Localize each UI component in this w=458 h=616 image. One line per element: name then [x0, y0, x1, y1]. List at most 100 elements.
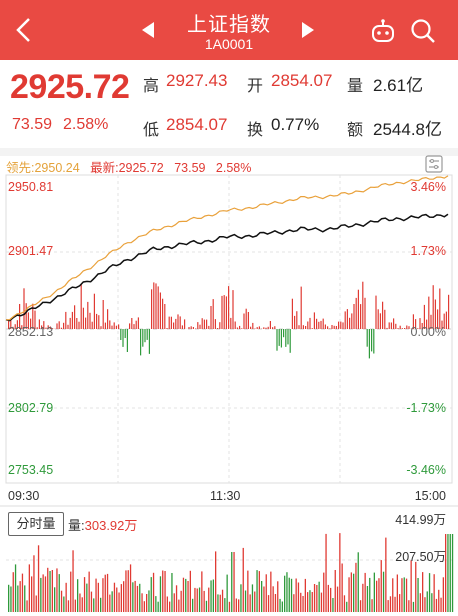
- volume-bar-up: [143, 601, 145, 612]
- momentum-bar-up: [162, 298, 164, 329]
- momentum-bar-down: [368, 329, 370, 359]
- momentum-bar-up: [333, 325, 335, 329]
- open-value: 2854.07: [271, 71, 333, 90]
- volume-bar-up: [422, 572, 424, 612]
- search-icon[interactable]: [409, 17, 437, 45]
- momentum-bar-up: [362, 281, 364, 329]
- momentum-bar-up: [355, 297, 357, 329]
- volume-bar-up: [341, 563, 343, 612]
- price-change-percent: 2.58%: [63, 116, 109, 133]
- robot-assistant-icon[interactable]: [370, 18, 396, 44]
- momentum-bar-up: [43, 321, 45, 329]
- volume-bar-down: [111, 591, 113, 612]
- momentum-bar-up: [340, 321, 342, 329]
- volume-bar-up: [44, 576, 47, 612]
- volume-bar-up: [79, 593, 81, 612]
- volume-bar-down: [428, 573, 431, 612]
- volume-bar-up: [162, 570, 164, 612]
- volume-bar-up: [70, 571, 72, 612]
- chart-settings-icon[interactable]: [425, 155, 443, 173]
- volume-bar-up: [270, 571, 272, 612]
- momentum-bar-up: [404, 328, 406, 329]
- latest-value: 2925.72: [118, 161, 164, 175]
- momentum-bar-down: [122, 329, 124, 347]
- volume-bar-up: [166, 596, 168, 612]
- momentum-bar-up: [379, 313, 381, 329]
- volume-bar-up: [378, 578, 380, 612]
- volume-mode-button[interactable]: 分时量: [8, 512, 64, 536]
- momentum-bar-down: [124, 329, 126, 338]
- momentum-bar-up: [344, 311, 346, 329]
- volume-bar-down: [224, 598, 226, 612]
- volume-bar-up: [277, 581, 279, 612]
- momentum-bar-up: [250, 326, 252, 329]
- momentum-bar-up: [291, 298, 293, 329]
- volume-bar-down: [346, 601, 348, 612]
- volume-bar-down: [318, 581, 320, 612]
- momentum-bar-up: [428, 296, 430, 329]
- page-title: 上证指数: [187, 14, 271, 36]
- y-left-label: 2753.45: [8, 463, 54, 477]
- momentum-bar-up: [23, 288, 25, 329]
- time-label-open: 09:30: [8, 489, 40, 503]
- momentum-bar-up: [21, 325, 23, 329]
- volume-bar-up: [35, 595, 37, 612]
- momentum-bar-up: [377, 309, 379, 329]
- volume-label: 量:303.92万: [68, 515, 137, 534]
- volume-bar-up: [33, 555, 35, 612]
- volume-bar-down: [10, 586, 12, 612]
- momentum-bar-up: [25, 303, 27, 329]
- momentum-bar-up: [217, 328, 219, 329]
- momentum-bar-up: [324, 324, 326, 329]
- volume-bar-up: [26, 600, 28, 612]
- momentum-bar-up: [157, 286, 159, 329]
- momentum-bar-up: [168, 316, 170, 329]
- momentum-bar-down: [285, 329, 287, 347]
- momentum-bar-down: [126, 329, 128, 352]
- volume-bar-down: [431, 593, 433, 612]
- volume-bar-up: [109, 594, 111, 612]
- momentum-bar-up: [47, 325, 49, 329]
- volume-bar-up: [408, 600, 410, 612]
- previous-stock-icon[interactable]: [140, 20, 156, 40]
- stock-code: 1A0001: [204, 36, 254, 52]
- volume-bar-up: [47, 567, 49, 612]
- momentum-bar-up: [181, 325, 183, 329]
- volume-bar-down: [139, 583, 141, 612]
- momentum-bar-up: [201, 318, 203, 329]
- momentum-bar-up: [305, 326, 307, 329]
- volume-bar-down: [40, 577, 42, 612]
- volume-bar-down: [449, 534, 451, 612]
- momentum-bar-up: [406, 325, 408, 329]
- momentum-bar-up: [67, 324, 69, 329]
- momentum-bar-up: [432, 285, 434, 329]
- volume-bar-down: [17, 585, 19, 612]
- volume-bar-down: [403, 577, 405, 612]
- momentum-bar-up: [388, 322, 390, 329]
- momentum-bar-down: [142, 329, 144, 347]
- momentum-bar-up: [153, 282, 155, 329]
- volume-bar-down: [148, 590, 150, 612]
- volume-max-label: 414.99万: [395, 513, 446, 527]
- volume-bar-down: [185, 578, 187, 612]
- volume-bar-up: [433, 574, 435, 612]
- volume-bar-up: [235, 598, 237, 612]
- volume-bar-up: [21, 573, 24, 612]
- momentum-bar-up: [173, 322, 175, 329]
- quote-panel: 2925.72 73.59 2.58% 高 2927.43 开 2854.07 …: [0, 60, 458, 148]
- momentum-bar-up: [313, 312, 315, 329]
- volume-bar-up: [249, 594, 251, 612]
- volume-bar-up: [263, 586, 265, 612]
- momentum-bar-up: [439, 288, 441, 329]
- momentum-bar-up: [58, 321, 60, 329]
- volume-bar-down: [8, 584, 10, 612]
- volume-bar-up: [60, 590, 63, 612]
- momentum-bar-up: [109, 320, 111, 329]
- volume-mid-label: 207.50万: [395, 550, 446, 564]
- volume-bar-down: [93, 598, 95, 612]
- momentum-bar-down: [373, 329, 375, 354]
- back-arrow-icon[interactable]: [10, 14, 38, 46]
- momentum-bar-up: [131, 318, 133, 329]
- next-stock-icon[interactable]: [300, 20, 316, 40]
